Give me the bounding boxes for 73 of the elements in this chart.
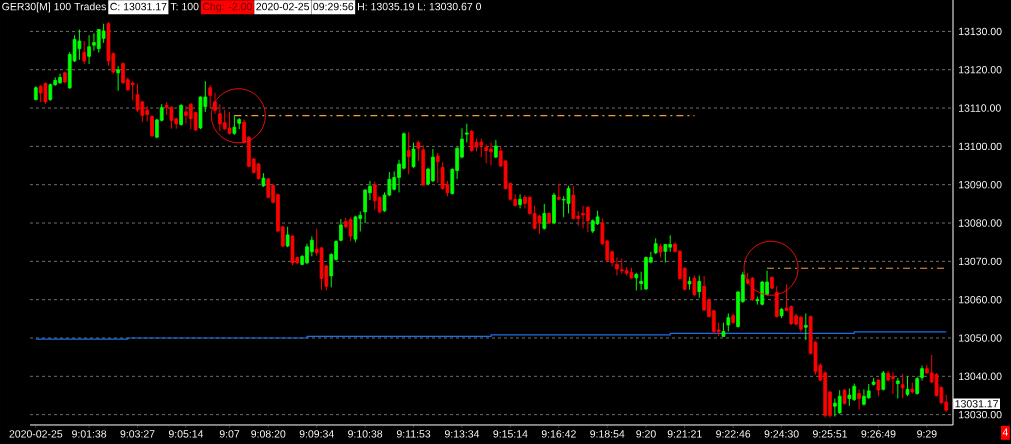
x-tick-label: 9:01:38 bbox=[72, 430, 107, 438]
candlestick bbox=[484, 143, 489, 164]
y-tick-label: 13100.00 bbox=[959, 142, 1002, 151]
x-tick-label: 9:24:30 bbox=[764, 430, 799, 438]
x-tick-label: 9:05:14 bbox=[168, 430, 204, 438]
x-tick-label: 9:21:21 bbox=[667, 430, 702, 438]
annotation: C: 13031.17 bbox=[110, 2, 167, 11]
candlestick bbox=[179, 103, 183, 127]
y-tick-label: 13060.00 bbox=[959, 295, 1002, 304]
y-tick-label: 13030.00 bbox=[959, 410, 1002, 419]
candlestick bbox=[82, 40, 87, 65]
y-tick-label: 13070.00 bbox=[959, 257, 1002, 266]
y-tick-label: 13120.00 bbox=[959, 66, 1002, 74]
y-tick-label: 13040.00 bbox=[959, 372, 1002, 381]
candlestick bbox=[208, 84, 213, 109]
candlestick bbox=[857, 388, 861, 411]
x-tick-label: 2020-02-25 bbox=[9, 430, 63, 438]
x-tick-label: 9:25:51 bbox=[812, 430, 848, 438]
candlestick bbox=[135, 83, 140, 113]
candlestick bbox=[895, 377, 900, 400]
x-tick-label: 9:29 bbox=[917, 430, 937, 438]
x-tick-label: 9:13:34 bbox=[444, 430, 480, 438]
y-tick-label: 13050.00 bbox=[959, 334, 1002, 342]
candlestick bbox=[411, 142, 416, 169]
candlestick bbox=[130, 80, 135, 101]
candlestick bbox=[837, 389, 842, 415]
candlestick bbox=[406, 131, 411, 175]
candlestick bbox=[416, 140, 421, 162]
x-tick-label: 9:09:34 bbox=[299, 430, 334, 438]
text: 4 bbox=[1002, 428, 1008, 436]
candlestick bbox=[87, 34, 91, 65]
annotation: H: 13035.19 L: 13030.67 0 bbox=[358, 2, 482, 11]
candlestick bbox=[663, 243, 668, 263]
candlestick bbox=[348, 216, 353, 242]
y-tick-label: 13130.00 bbox=[959, 27, 1002, 36]
candlestick bbox=[518, 193, 522, 209]
x-tick-label: 9:20 bbox=[636, 430, 656, 438]
candlestick bbox=[905, 375, 910, 397]
x-tick-label: 9:15:14 bbox=[493, 430, 528, 438]
candlestick bbox=[150, 114, 154, 138]
x-tick-label: 9:03:27 bbox=[120, 430, 155, 438]
candlestick bbox=[116, 65, 120, 92]
x-tick-label: 9:08:20 bbox=[251, 430, 286, 438]
candlestick bbox=[566, 185, 571, 214]
candlestick bbox=[697, 275, 702, 299]
x-tick-label: 9:10:38 bbox=[348, 430, 383, 438]
x-tick-label: 9:18:54 bbox=[590, 430, 625, 438]
candlestick bbox=[726, 312, 731, 332]
candlestick bbox=[692, 275, 697, 297]
annotation: T: 100 bbox=[170, 2, 199, 11]
annotation: Chg: -2.00 bbox=[202, 2, 252, 13]
x-tick-label: 9:16:42 bbox=[541, 430, 576, 438]
candlestick bbox=[542, 203, 547, 231]
x-tick-label: 9:26:49 bbox=[861, 430, 896, 438]
y-tick-label: 13090.00 bbox=[959, 180, 1002, 189]
candlestick bbox=[900, 373, 905, 399]
candlestick bbox=[43, 81, 48, 105]
candlestick bbox=[464, 123, 469, 144]
y-tick-label: 13080.00 bbox=[959, 219, 1002, 227]
candlestick bbox=[232, 114, 237, 136]
x-tick-label: 9:22:46 bbox=[716, 430, 751, 438]
text: 13031.17 bbox=[955, 400, 998, 408]
candlestick bbox=[803, 312, 808, 341]
x-tick-label: 9:11:53 bbox=[396, 430, 431, 438]
chart-title: GER30[M] 100 Trades bbox=[2, 2, 106, 13]
candlestick bbox=[353, 215, 358, 243]
candlestick bbox=[915, 376, 920, 396]
annotation: 09:29:56 bbox=[313, 2, 354, 11]
x-tick-label: 9:07 bbox=[219, 430, 240, 438]
annotation: 2020-02-25 bbox=[256, 2, 310, 11]
candlestick bbox=[435, 152, 440, 184]
y-tick-label: 13110.00 bbox=[959, 104, 1001, 112]
candlestick bbox=[571, 185, 576, 221]
